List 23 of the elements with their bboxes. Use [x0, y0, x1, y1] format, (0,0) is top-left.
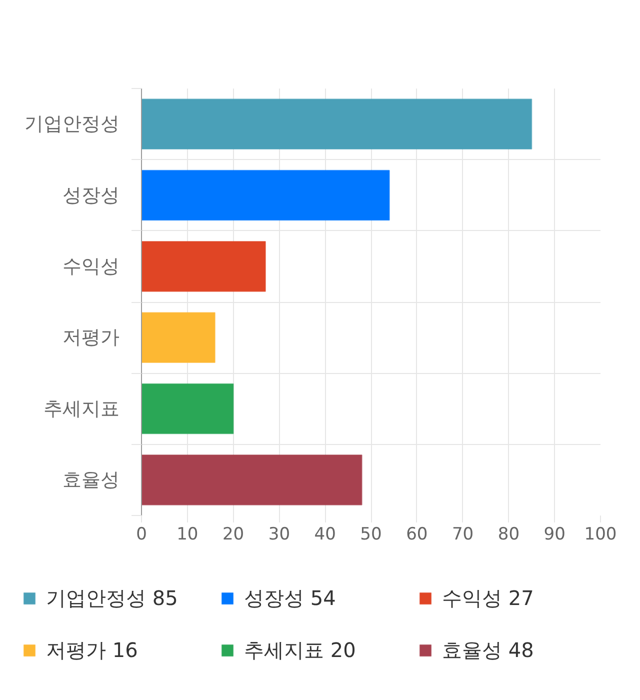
y-tick-label: 추세지표: [44, 398, 120, 420]
y-tick-label: 기업안정성: [24, 113, 120, 136]
x-tick-label: 30: [268, 524, 290, 544]
y-tick-label: 수익성: [62, 255, 120, 278]
x-tick-label: 10: [176, 524, 198, 544]
legend-label: 추세지표 20: [244, 636, 357, 664]
legend-label: 수익성 27: [442, 584, 535, 612]
y-tick-label: 효율성: [62, 468, 120, 491]
x-tick-label: 50: [360, 524, 382, 544]
legend-label: 효율성 48: [442, 636, 535, 664]
x-tick-label: 60: [406, 524, 428, 544]
x-tick-label: 20: [222, 524, 244, 544]
x-tick-label: 80: [498, 524, 520, 544]
legend-label: 기업안정성 85: [46, 584, 179, 612]
x-tick-label: 70: [452, 524, 474, 544]
legend-label: 성장성 54: [244, 584, 337, 612]
y-tick-label: 성장성: [62, 184, 120, 206]
legend-label: 저평가 16: [46, 636, 139, 664]
x-tick-label: 40: [314, 524, 336, 544]
x-tick-label: 90: [544, 524, 566, 544]
x-tick-label: 100: [584, 524, 617, 544]
x-tick-label: 0: [136, 524, 147, 544]
y-tick-label: 저평가: [62, 326, 120, 349]
